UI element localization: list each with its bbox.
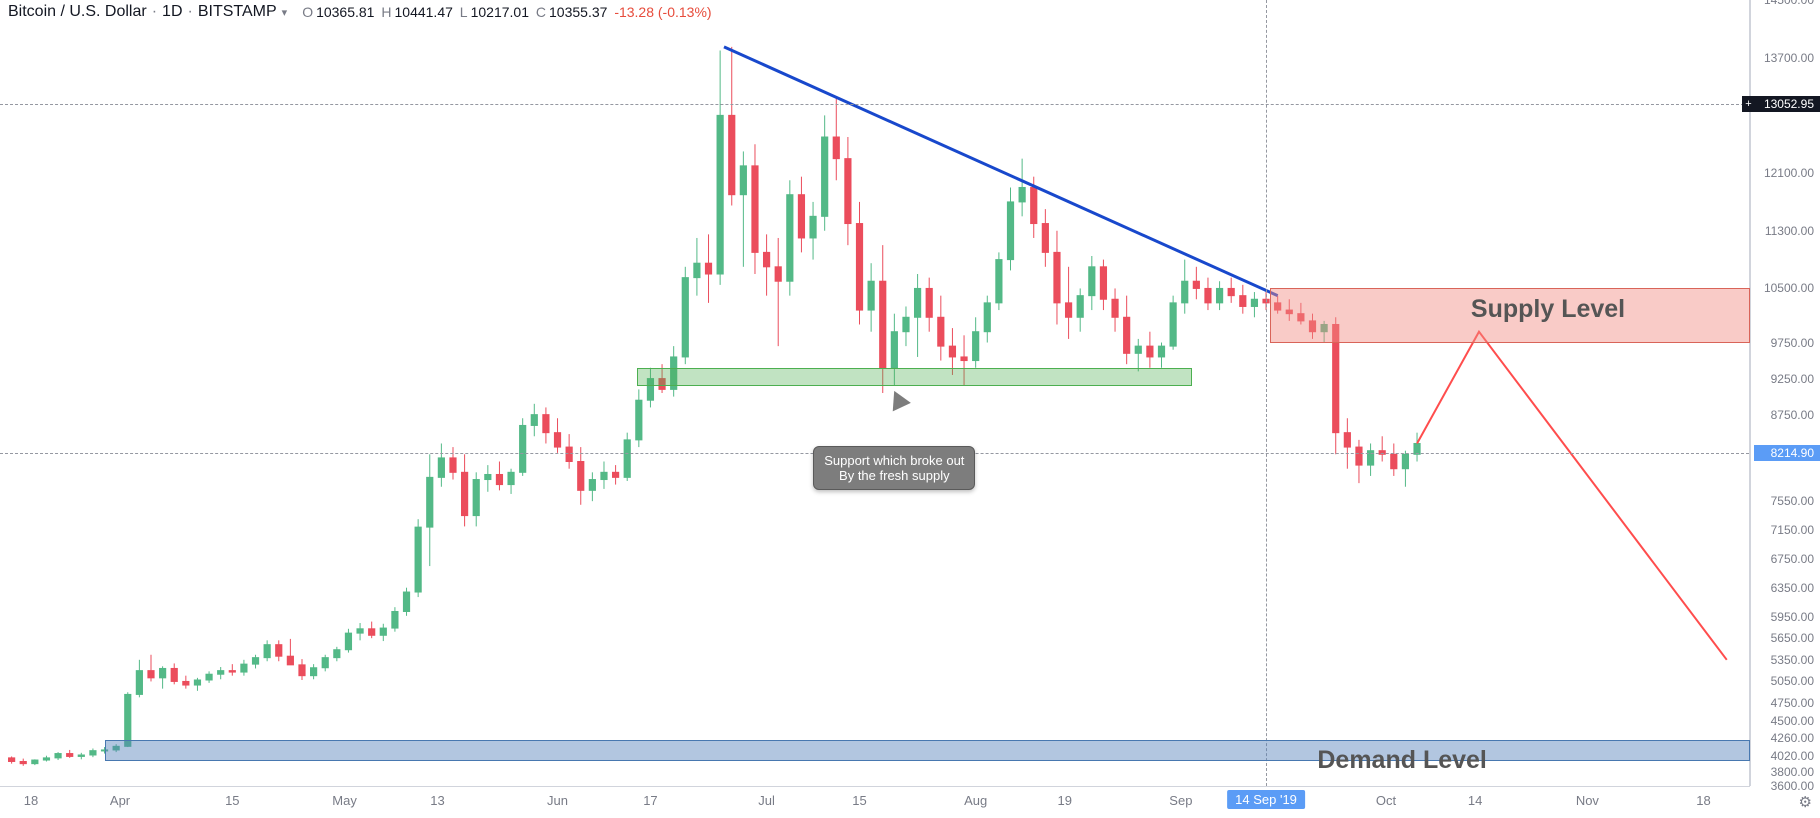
x-tick: 18 — [1696, 793, 1710, 808]
x-tick: Aug — [964, 793, 987, 808]
price-projection — [1417, 332, 1727, 660]
y-tick: 6750.00 — [1771, 552, 1814, 566]
y-tick: 3600.00 — [1771, 779, 1814, 793]
y-tick: 6350.00 — [1771, 581, 1814, 595]
y-tick: 14500.00 — [1764, 0, 1814, 7]
y-tick: 12100.00 — [1764, 166, 1814, 180]
chart-header: Bitcoin / U.S. Dollar · 1D · BITSTAMP ▾ … — [8, 3, 715, 21]
y-tick: 7550.00 — [1771, 494, 1814, 508]
crosshair-vertical — [1266, 0, 1267, 786]
demand-zone-label: Demand Level — [1317, 746, 1487, 775]
y-tick: 8750.00 — [1771, 408, 1814, 422]
y-tick: 9750.00 — [1771, 336, 1814, 350]
y-tick: 10500.00 — [1764, 281, 1814, 295]
x-tick: 19 — [1057, 793, 1071, 808]
x-tick: Sep — [1169, 793, 1192, 808]
x-tick: 15 — [225, 793, 239, 808]
tooltip-line2: By the fresh supply — [824, 468, 964, 483]
y-tick: 5350.00 — [1771, 653, 1814, 667]
y-tick: 11300.00 — [1765, 224, 1814, 238]
y-tick: 4500.00 — [1771, 714, 1814, 728]
crosshair-date-label: 14 Sep '19 — [1227, 790, 1305, 809]
y-tick: 4260.00 — [1771, 731, 1814, 745]
candlestick-chart — [0, 0, 1750, 786]
x-tick: Oct — [1376, 793, 1396, 808]
y-tick: 7150.00 — [1771, 523, 1814, 537]
crosshair-price-label: +13052.95 — [1754, 96, 1820, 112]
y-tick: 9250.00 — [1771, 372, 1814, 386]
exchange[interactable]: BITSTAMP — [198, 3, 277, 21]
x-tick: May — [332, 793, 357, 808]
chevron-down-icon[interactable]: ▾ — [282, 6, 288, 19]
y-axis[interactable]: 14500.00 13700.00 12100.00 11300.00 10500.00… — [1750, 0, 1820, 786]
crosshair-horizontal — [0, 104, 1749, 105]
ohlc-readout: O10365.81 H10441.47 L10217.01 C10355.37 … — [302, 4, 714, 20]
y-tick: 5050.00 — [1771, 674, 1814, 688]
x-tick: 15 — [852, 793, 866, 808]
trendline — [724, 47, 1278, 296]
gear-icon[interactable]: ⚙ — [1799, 793, 1812, 811]
x-tick: 17 — [643, 793, 657, 808]
x-tick: 18 — [24, 793, 38, 808]
x-tick: Apr — [110, 793, 130, 808]
y-tick: 5650.00 — [1771, 631, 1814, 645]
x-tick: Jun — [547, 793, 568, 808]
x-tick: 14 — [1468, 793, 1482, 808]
tooltip-line1: Support which broke out — [824, 453, 964, 468]
y-tick: 13700.00 — [1764, 51, 1814, 65]
x-axis[interactable]: 18 Apr 15 May 13 Jun 17 Jul 15 Aug 19 Sep Oct 14 Nov 18… — [0, 786, 1750, 818]
x-tick: Nov — [1576, 793, 1599, 808]
supply-zone-label: Supply Level — [1471, 295, 1625, 324]
y-tick: 3800.00 — [1771, 765, 1814, 779]
timeframe[interactable]: 1D — [162, 3, 182, 21]
current-price-label: 8214.90 — [1754, 445, 1820, 461]
change-value: -13.28 (-0.13%) — [614, 4, 711, 20]
x-tick: 13 — [430, 793, 444, 808]
supply-zone[interactable]: Supply Level — [1270, 288, 1750, 342]
y-tick: 5950.00 — [1771, 610, 1814, 624]
support-zone[interactable] — [637, 368, 1192, 386]
x-tick: Jul — [758, 793, 775, 808]
chart-area[interactable]: Supply Level Demand Level Support which … — [0, 0, 1750, 786]
y-tick: 4020.00 — [1771, 749, 1814, 763]
symbol-name[interactable]: Bitcoin / U.S. Dollar — [8, 3, 147, 21]
y-tick: 4750.00 — [1771, 696, 1814, 710]
tooltip-box[interactable]: Support which broke out By the fresh sup… — [813, 446, 975, 490]
demand-zone[interactable]: Demand Level — [105, 740, 1750, 761]
